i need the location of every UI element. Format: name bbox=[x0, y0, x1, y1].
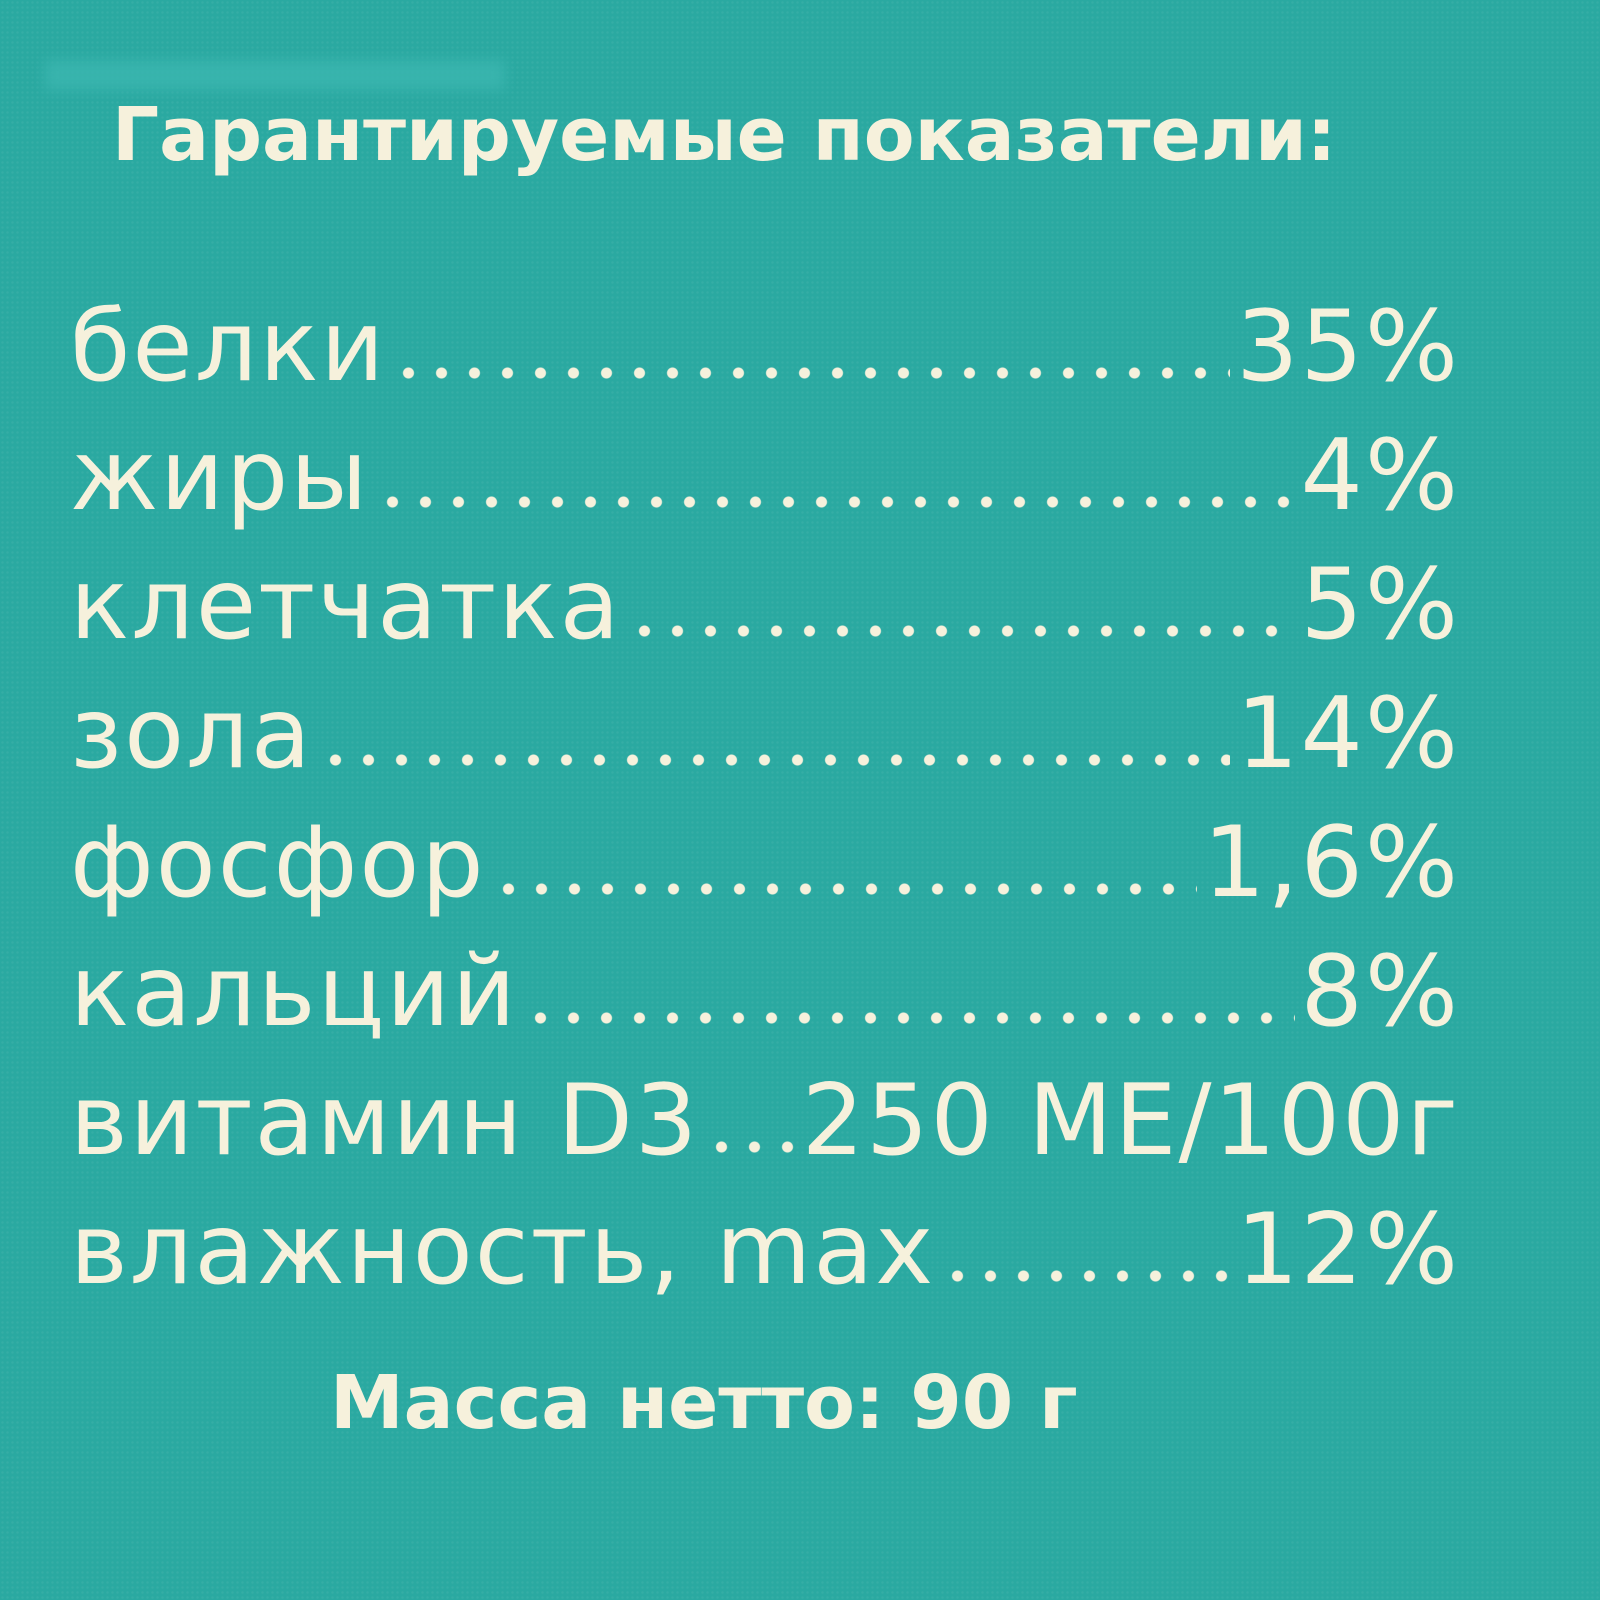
dot-leader bbox=[705, 1140, 796, 1154]
nutrient-row: кальций 8% bbox=[70, 935, 1460, 1064]
dot-leader bbox=[375, 495, 1295, 509]
nutrient-row: жиры 4% bbox=[70, 419, 1460, 548]
nutrient-label: витамин D3 bbox=[70, 1064, 700, 1178]
net-weight: Масса нетто: 90 г bbox=[330, 1360, 1078, 1446]
dot-leader bbox=[491, 882, 1198, 896]
nutrient-value: 35% bbox=[1236, 290, 1460, 404]
nutrient-value: 12% bbox=[1236, 1193, 1460, 1307]
nutrient-list: белки 35% жиры 4% клетчатка 5% зола 14% фосф… bbox=[70, 290, 1460, 1322]
nutrient-label: кальций bbox=[70, 935, 518, 1049]
nutrient-row: фосфор 1,6% bbox=[70, 806, 1460, 935]
nutrient-value: 14% bbox=[1236, 677, 1460, 791]
nutrient-label: белки bbox=[70, 290, 387, 404]
nutrient-label: клетчатка bbox=[70, 548, 622, 662]
nutrient-row: влажность, max 12% bbox=[70, 1193, 1460, 1322]
nutrient-value: 5% bbox=[1300, 548, 1460, 662]
nutrient-row: витамин D3 250 МЕ/100г bbox=[70, 1064, 1460, 1193]
nutrient-value: 250 МЕ/100г bbox=[801, 1064, 1460, 1178]
nutrient-value: 8% bbox=[1300, 935, 1460, 1049]
nutrient-row: зола 14% bbox=[70, 677, 1460, 806]
blurred-text bbox=[45, 60, 505, 90]
nutrient-label: влажность, max bbox=[70, 1193, 936, 1307]
nutrient-row: клетчатка 5% bbox=[70, 548, 1460, 677]
dot-leader bbox=[523, 1011, 1295, 1025]
nutrient-value: 4% bbox=[1300, 419, 1460, 533]
nutrient-label: зола bbox=[70, 677, 313, 791]
nutrient-value: 1,6% bbox=[1203, 806, 1460, 920]
dot-leader bbox=[627, 624, 1295, 638]
nutrient-label: фосфор bbox=[70, 806, 486, 920]
nutrient-row: белки 35% bbox=[70, 290, 1460, 419]
nutrient-label: жиры bbox=[70, 419, 370, 533]
label-title: Гарантируемые показатели: bbox=[112, 92, 1337, 178]
dot-leader bbox=[318, 753, 1231, 767]
dot-leader bbox=[941, 1269, 1231, 1283]
dot-leader bbox=[392, 366, 1231, 380]
